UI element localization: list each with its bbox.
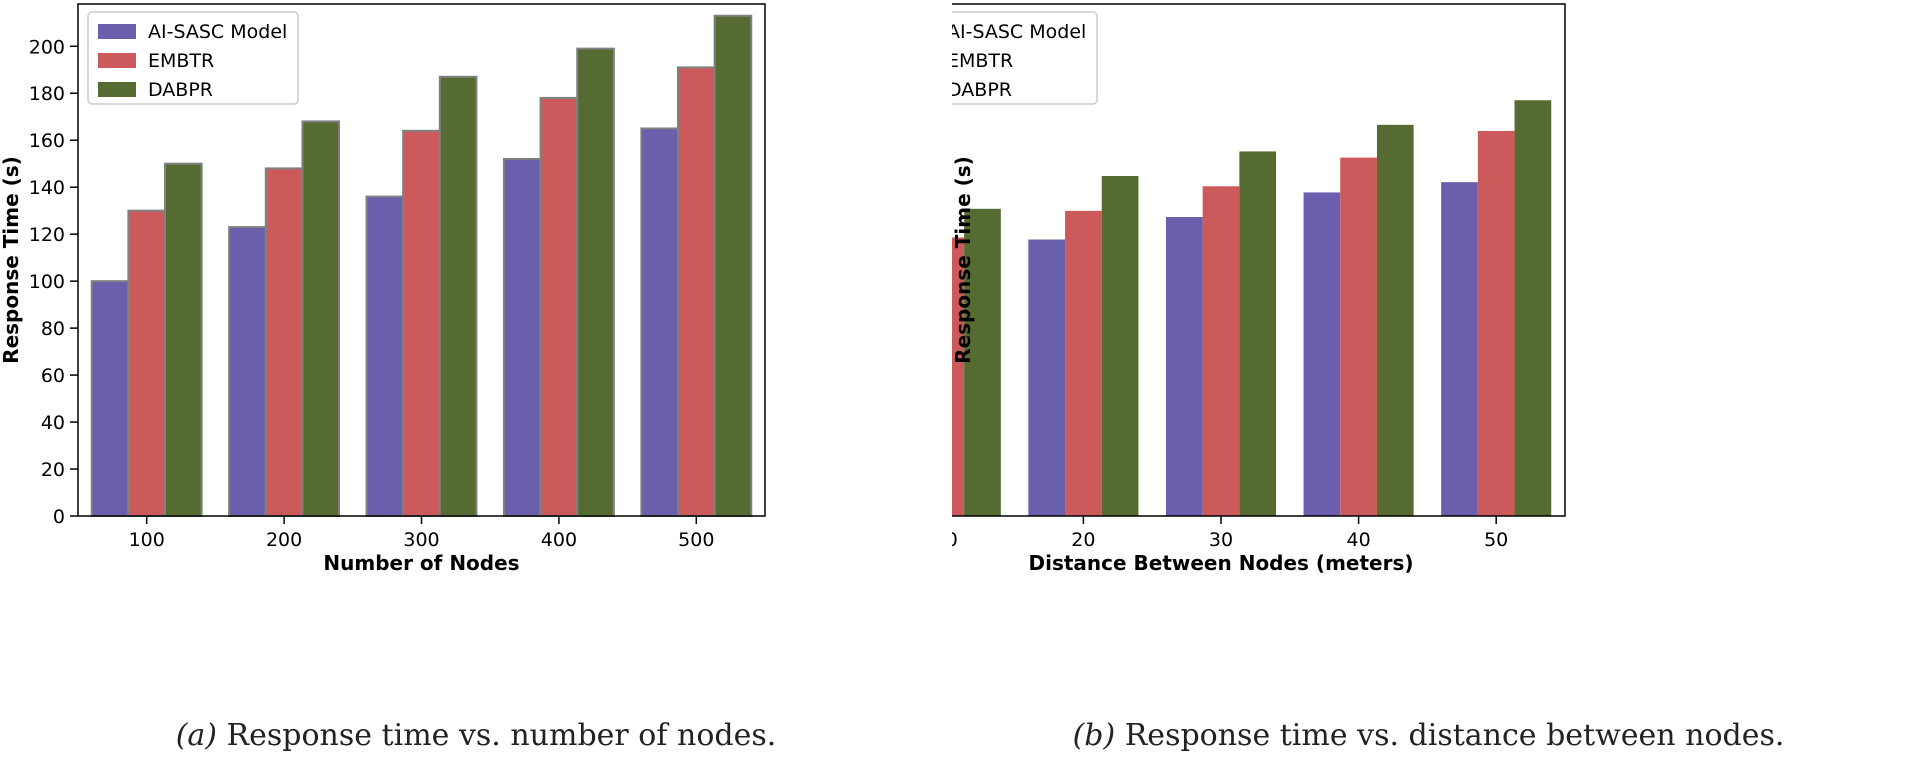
legend-label-a-2: DABPR [148,79,213,101]
legend-label-b-0: AI-SASC Model [952,21,1086,43]
bar-b-s1-50 [1477,130,1515,516]
bar-a-s1-100 [127,209,167,517]
legend-a [87,11,299,105]
ytick-label-a-180: 180 [29,83,65,105]
legend-swatch-a-2 [98,82,136,97]
bar-a-s0-400 [502,158,542,517]
bar-b-s2-30 [1239,151,1277,516]
chart-panel-b: 0204060801001201401601802002202401020304… [952,0,1905,770]
bar-b-s0-40 [1303,192,1341,516]
bar-a-s2-500 [713,14,753,517]
legend-b [952,11,1098,105]
bar-b-s0-30 [1165,216,1203,516]
bar-a-s2-300 [438,75,478,517]
bar-a-s0-500 [640,127,679,518]
ytick-label-a-200: 200 [29,36,65,58]
xtick-label-a-500: 500 [678,529,714,551]
bar-b-s2-50 [1514,100,1552,517]
bar-b-s1-20 [1065,210,1102,516]
ylabel-a: Response Time (s) [0,156,23,364]
legend-label-a-1: EMBTR [148,50,214,72]
legend-label-a-0: AI-SASC Model [148,21,287,43]
xtick-label-a-100: 100 [129,529,165,551]
ytick-label-a-120: 120 [29,224,65,246]
legend-swatch-a-1 [98,53,136,68]
caption-a-letter: (a) [175,718,218,753]
caption-a: (a) Response time vs. number of nodes. [0,718,952,753]
ylabel-b: Response Time (s) [952,156,975,364]
xtick-label-a-200: 200 [266,529,302,551]
bar-a-s1-400 [539,96,579,518]
bar-b-s0-20 [1028,239,1066,516]
chart-panel-a: 0 20 40 60 80 100 120 140 160 180 200 100 200 300 400 5… [0,0,952,770]
ytick-label-a-20: 20 [41,459,65,481]
bar-a-s2-100 [164,162,203,517]
bar-a-s2-400 [576,47,615,518]
legend-label-b-2: DABPR [952,79,1012,101]
xtick-label-b-10: 10 [952,529,958,551]
bar-a-s0-300 [365,195,405,517]
bar-a-s0-100 [90,280,130,517]
caption-b-text: Response time vs. distance between nodes… [1115,718,1785,753]
chart-a: 0 20 40 60 80 100 120 140 160 180 200 100 200 300 400 5… [0,3,766,575]
ytick-label-a-160: 160 [29,130,65,152]
caption-a-text: Response time vs. number of nodes. [217,718,777,753]
bar-b-s2-20 [1101,176,1139,517]
bar-b-s1-40 [1340,157,1377,516]
legend-swatch-a-0 [98,24,136,39]
xtick-label-a-400: 400 [541,529,577,551]
caption-b-letter: (b) [1072,718,1116,753]
xtick-label-b-30: 30 [1209,529,1233,551]
xlabel-a: Number of Nodes [323,551,519,575]
xtick-label-b-50: 50 [1484,529,1508,551]
chart-b: 0204060801001201401601802002202401020304… [952,3,1566,575]
bar-a-s1-200 [264,167,304,518]
ytick-label-a-100: 100 [29,271,65,293]
bar-b-s0-50 [1441,182,1478,516]
caption-b: (b) Response time vs. distance between n… [952,718,1905,753]
ytick-label-a-0: 0 [53,506,65,528]
ytick-label-a-80: 80 [41,318,65,340]
xlabel-b: Distance Between Nodes (meters) [1028,551,1413,575]
ytick-label-a-140: 140 [29,177,65,199]
bar-a-s1-500 [676,66,716,517]
bar-b-s1-10 [952,237,965,517]
bar-a-s0-200 [228,226,267,517]
ytick-label-a-40: 40 [41,412,65,434]
xtick-label-b-40: 40 [1347,529,1371,551]
bar-a-s2-200 [301,120,341,518]
bar-b-s1-30 [1202,186,1240,516]
xtick-label-a-300: 300 [403,529,439,551]
ytick-label-a-60: 60 [41,365,65,387]
legend-label-b-1: EMBTR [952,50,1013,72]
bar-b-s2-40 [1376,124,1414,516]
xtick-label-b-20: 20 [1071,529,1095,551]
bar-a-s1-300 [402,129,441,517]
bar-b-s2-10 [964,208,1001,517]
